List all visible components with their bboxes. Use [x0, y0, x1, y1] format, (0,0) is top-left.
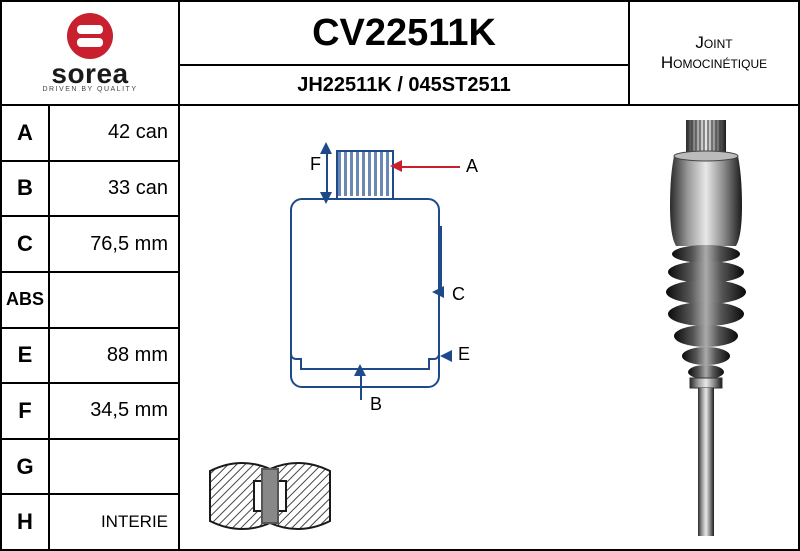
- callout-b: B: [370, 394, 382, 415]
- spec-key: A: [2, 106, 50, 160]
- drawing-area: F A C E B: [180, 106, 798, 549]
- brand-name: sorea: [42, 61, 137, 86]
- spec-value: 33 can: [50, 162, 178, 216]
- spec-value: 42 can: [50, 106, 178, 160]
- brand-logo: sorea DRIVEN BY QUALITY: [42, 13, 137, 93]
- spec-value: [50, 440, 178, 494]
- spec-row: E88 mm: [2, 329, 178, 385]
- spec-key: E: [2, 329, 50, 383]
- spec-row: F34,5 mm: [2, 384, 178, 440]
- description-cell: Joint Homocinétique: [630, 2, 798, 104]
- alt-references: JH22511K / 045ST2511: [180, 66, 628, 104]
- body-row: A42 can B33 can C76,5 mm ABS E88 mm F34,…: [2, 106, 798, 549]
- spec-table: A42 can B33 can C76,5 mm ABS E88 mm F34,…: [2, 106, 180, 549]
- spec-key: F: [2, 384, 50, 438]
- callout-c: C: [452, 284, 465, 305]
- spec-row: A42 can: [2, 106, 178, 162]
- cv-joint-icon: [636, 116, 776, 536]
- technical-diagram: F A C E B: [240, 126, 510, 426]
- dim-line: [400, 166, 460, 168]
- inset-icon: [190, 451, 350, 541]
- spec-row: ABS: [2, 273, 178, 329]
- header-row: sorea DRIVEN BY QUALITY CV22511K JH22511…: [2, 2, 798, 106]
- spec-key: G: [2, 440, 50, 494]
- arrow-icon: [318, 188, 334, 204]
- spec-key: ABS: [2, 273, 50, 327]
- logo-cell: sorea DRIVEN BY QUALITY: [2, 2, 180, 104]
- part-render: [636, 116, 776, 536]
- spec-value: INTERIE: [50, 495, 178, 549]
- description-line2: Homocinétique: [661, 53, 767, 72]
- arrow-icon: [440, 348, 456, 364]
- spec-row: C76,5 mm: [2, 217, 178, 273]
- inset-diagram: [190, 451, 350, 541]
- arrow-icon: [432, 284, 448, 300]
- spec-row: HINTERIE: [2, 495, 178, 549]
- arrow-icon: [390, 158, 406, 174]
- spec-row: B33 can: [2, 162, 178, 218]
- callout-a: A: [466, 156, 478, 177]
- spec-key: H: [2, 495, 50, 549]
- spec-value: 76,5 mm: [50, 217, 178, 271]
- part-number: CV22511K: [180, 2, 628, 66]
- callout-f: F: [310, 154, 321, 175]
- spec-value: [50, 273, 178, 327]
- brand-badge-icon: [67, 13, 113, 59]
- arrow-icon: [352, 364, 368, 380]
- spec-value: 34,5 mm: [50, 384, 178, 438]
- spec-key: B: [2, 162, 50, 216]
- spec-value: 88 mm: [50, 329, 178, 383]
- diagram-spline-icon: [338, 152, 392, 196]
- brand-tagline: DRIVEN BY QUALITY: [42, 86, 137, 93]
- datasheet: sorea DRIVEN BY QUALITY CV22511K JH22511…: [0, 0, 800, 551]
- callout-e: E: [458, 344, 470, 365]
- title-cell: CV22511K JH22511K / 045ST2511: [180, 2, 630, 104]
- description-line1: Joint: [695, 33, 732, 52]
- spec-row: G: [2, 440, 178, 496]
- spec-key: C: [2, 217, 50, 271]
